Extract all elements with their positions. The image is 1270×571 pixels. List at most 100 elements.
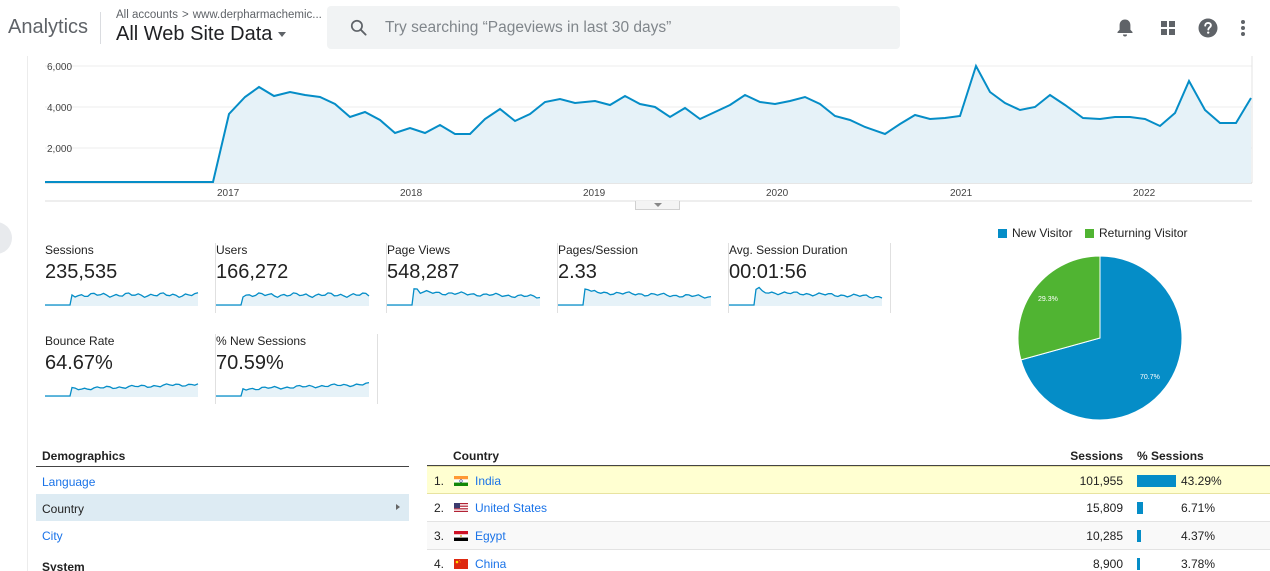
left-rail [0,56,28,571]
metric-sparkline [45,383,199,397]
visitor-pie-chart: 70.7% 29.3% [1017,255,1183,421]
sparkline-line [45,383,199,397]
sparkline-line [216,292,370,306]
top-app-bar: Analytics All accounts > www.derpharmachem… [0,0,1270,56]
timeline-area [45,66,1251,183]
x-tick-label: 2018 [400,188,423,199]
x-tick-label: 2021 [950,188,973,199]
sparkline-line [558,288,712,306]
timeline-chart: 6,000 4,000 2,000 2017 2018 2019 2020 20… [45,56,1253,202]
metric-label: Pages/Session [558,243,639,257]
search-bar[interactable] [327,6,900,49]
legend-swatch [998,228,1007,238]
col-header-country[interactable]: Country [453,449,499,463]
metric-value: 166,272 [216,261,289,283]
x-tick-label: 2017 [217,188,240,199]
pct-bar [1137,558,1140,570]
search-input[interactable] [385,16,885,40]
breadcrumb-chevron-icon: > [182,9,189,21]
caret-down-icon [278,32,287,38]
legend-new-visitor[interactable]: New Visitor [998,226,1072,240]
row-pct: 3.78% [1181,557,1216,571]
header-divider [100,12,101,44]
us-flag-icon [454,503,468,513]
metric-label: % New Sessions [216,334,307,348]
legend-returning-visitor[interactable]: Returning Visitor [1085,226,1188,240]
row-rank: 3. [434,529,445,543]
metric-sessions[interactable]: Sessions 235,535 [45,243,216,313]
apps-grid-icon[interactable] [1157,17,1179,39]
row-sessions: 10,285 [1086,529,1123,543]
more-vert-icon[interactable] [1232,17,1254,39]
metric-avg-session-duration[interactable]: Avg. Session Duration 00:01:56 [729,243,891,313]
country-link[interactable]: India [475,474,502,488]
legend-label: Returning Visitor [1099,226,1188,240]
metric-label: Page Views [387,243,451,257]
rail-expand-handle[interactable] [0,222,12,254]
row-pct: 6.71% [1181,501,1216,515]
metric-value: 235,535 [45,261,118,283]
sparkline-line [216,381,370,397]
timeline-collapse-toggle[interactable] [635,201,680,210]
col-header-sessions[interactable]: Sessions [1070,449,1123,463]
breadcrumb-all-accounts[interactable]: All accounts [116,9,179,21]
metric-pages-per-session[interactable]: Pages/Session 2.33 [558,243,729,313]
sparkline-area [216,292,369,306]
pct-bar [1137,502,1143,514]
bell-icon[interactable] [1114,17,1136,39]
row-sessions: 15,809 [1086,501,1123,515]
country-link[interactable]: United States [475,501,548,515]
table-row: 4. China 8,900 3.78% [427,550,1270,571]
country-link[interactable]: Egypt [475,529,506,543]
india-flag-icon [454,476,468,486]
pct-bar [1137,475,1176,487]
metric-users[interactable]: Users 166,272 [216,243,387,313]
country-link[interactable]: China [475,557,507,571]
demo-item-city[interactable]: City [42,529,63,543]
breadcrumb-property[interactable]: www.derpharmachemic... [192,9,322,21]
sessions-timeline: 6,000 4,000 2,000 2017 2018 2019 2020 20… [0,56,1270,212]
y-tick-label: 6,000 [47,62,72,73]
x-tick-label: 2020 [766,188,789,199]
china-flag-icon [454,559,468,569]
demo-item-country[interactable]: Country [36,494,409,521]
col-header-pct-sessions[interactable]: % Sessions [1137,449,1204,463]
table-row: 1. India 101,955 43.29% [427,466,1270,494]
account-breadcrumb[interactable]: All accounts > www.derpharmachemic... [116,9,322,21]
metric-value: 00:01:56 [729,261,807,283]
metric-sparkline [729,286,883,306]
table-row: 2. United States 15,809 6.71% [427,494,1270,522]
row-sessions: 8,900 [1092,557,1123,571]
demo-item-label: Country [42,502,85,516]
app-title[interactable]: Analytics [8,16,89,38]
legend-swatch [1085,228,1094,238]
y-tick-label: 2,000 [47,144,72,155]
metric-sparkline [558,288,712,306]
view-selector[interactable]: All Web Site Data [116,23,287,46]
x-tick-label: 2022 [1133,188,1156,199]
table-row: 3. Egypt 10,285 4.37% [427,522,1270,550]
metric-page-views[interactable]: Page Views 548,287 [387,243,558,313]
table-header: Country Sessions % Sessions [427,446,1270,466]
view-name-label: All Web Site Data [116,23,273,45]
pie-slice-new-visitor[interactable] [1020,255,1183,421]
sparkline-area [45,383,198,397]
pie-slice-returning-visitor[interactable] [1017,255,1101,361]
legend-label: New Visitor [1012,226,1073,240]
sparkline-area [729,287,882,306]
row-rank: 1. [434,474,445,488]
egypt-flag-icon [454,531,468,541]
system-heading: System [42,560,85,571]
demo-item-language[interactable]: Language [42,475,96,489]
row-rank: 2. [434,501,445,515]
metric-label: Avg. Session Duration [729,243,848,257]
metric-value: 548,287 [387,261,460,283]
help-icon[interactable] [1197,17,1219,39]
metric-sparkline [216,381,370,397]
row-pct: 43.29% [1181,474,1222,488]
metric-new-sessions[interactable]: % New Sessions 70.59% [216,334,378,404]
x-tick-label: 2019 [583,188,606,199]
pie-label-new: 70.7% [1140,374,1160,381]
metric-bounce-rate[interactable]: Bounce Rate 64.67% [45,334,216,404]
sparkline-line [387,288,541,306]
